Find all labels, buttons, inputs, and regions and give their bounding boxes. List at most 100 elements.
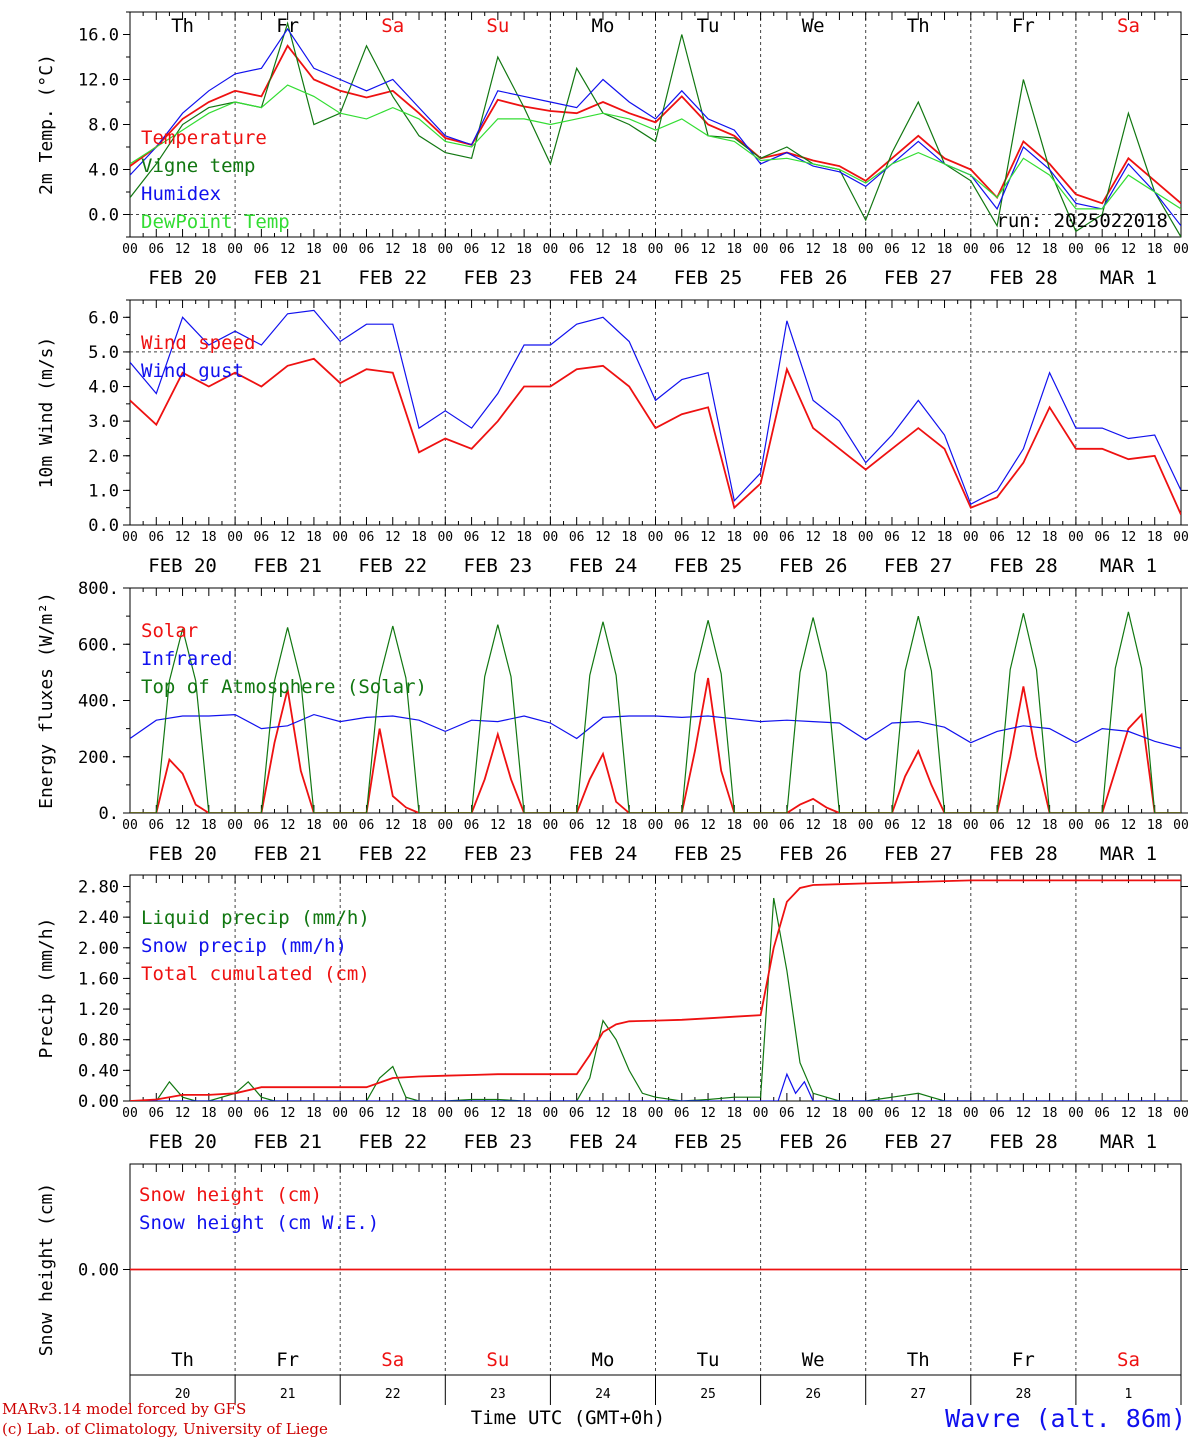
x-hour-label: 18 [306,818,322,833]
y-tick-label: 0.0 [88,206,119,226]
legend-entry: Wind speed [141,332,255,354]
x-hour-label: 06 [1094,530,1110,545]
x-hour-label: 06 [989,242,1005,257]
x-hour-label: 18 [1147,242,1163,257]
x-hour-label: 12 [1121,818,1137,833]
series-line [130,897,1181,1101]
x-hour-label: 00 [122,242,138,257]
x-hour-label: 00 [227,818,243,833]
series-line [130,21,1181,237]
x-hour-label: 12 [910,242,926,257]
series-line [130,713,1181,749]
x-hour-label: 12 [805,818,821,833]
x-hour-label: 12 [700,530,716,545]
x-hour-label: 00 [858,530,874,545]
x-hour-label: 06 [884,242,900,257]
x-hour-label: 12 [385,242,401,257]
x-date-label: FEB 21 [253,1131,322,1153]
x-date-label: FEB 23 [464,1131,533,1153]
weekday-label: Th [907,1349,930,1371]
x-hour-label: 18 [1042,530,1058,545]
y-tick-label: 1.60 [78,969,119,989]
x-date-label: FEB 22 [358,555,427,577]
y-tick-label: 2.80 [78,877,119,897]
x-hour-label: 12 [280,530,296,545]
x-date-label: FEB 22 [358,267,427,289]
x-hour-label: 06 [254,530,270,545]
run-label: run: 2025022018 [996,210,1168,232]
x-hour-label: 12 [490,242,506,257]
series-line [130,44,1181,205]
x-hour-label: 18 [832,818,848,833]
x-date-label: FEB 27 [884,555,953,577]
x-hour-label: 06 [359,1106,375,1121]
x-hour-label: 00 [437,1106,453,1121]
x-hour-label: 12 [385,1106,401,1121]
x-hour-label: 12 [1016,242,1032,257]
x-hour-label: 00 [963,1106,979,1121]
x-date-label: FEB 28 [989,555,1058,577]
x-hour-label: 00 [963,242,979,257]
y-axis-title: Snow height (cm) [36,1183,57,1356]
x-hour-label: 00 [753,1106,769,1121]
x-hour-label: 12 [175,818,191,833]
weekday-label: Tu [697,1349,720,1371]
x-date-label: FEB 25 [674,843,743,865]
x-hour-label: 12 [1016,530,1032,545]
y-tick-label: 1.0 [88,481,119,501]
x-hour-label: 00 [753,530,769,545]
x-date-label: FEB 23 [464,843,533,865]
x-hour-label: 12 [700,818,716,833]
x-date-label: MAR 1 [1100,843,1157,865]
x-date-label: FEB 27 [884,267,953,289]
y-tick-label: 200. [78,748,119,768]
x-hour-label: 18 [726,818,742,833]
x-hour-label-final: 00 [1173,242,1189,257]
x-hour-label: 18 [411,242,427,257]
weekday-label: Mo [592,1349,615,1371]
day-number-label: 20 [175,1387,191,1402]
x-hour-label: 00 [648,1106,664,1121]
x-date-label: FEB 26 [779,843,848,865]
x-hour-label: 18 [1147,530,1163,545]
x-hour-label: 18 [937,530,953,545]
y-tick-label: 4.0 [88,378,119,398]
y-tick-label: 5.0 [88,343,119,363]
panel-1: 0.0 4.0 8.0 12.0 16.0 2m Temp. (°C) 00 06 12 18 FE… [36,11,1189,289]
weekday-label: Th [171,1349,194,1371]
x-hour-label: 00 [753,818,769,833]
y-axis-title: Energy fluxes (W/m²) [36,592,57,809]
x-hour-label: 06 [779,242,795,257]
y-tick-label: 4.0 [88,161,119,181]
x-hour-label: 06 [989,530,1005,545]
x-hour-label: 18 [1042,1106,1058,1121]
weekday-label: We [802,15,825,37]
x-hour-label: 00 [858,818,874,833]
x-hour-label: 18 [937,242,953,257]
weekday-label: Sa [381,1349,404,1371]
y-tick-label: 800. [78,579,119,599]
y-tick-label: 0.0 [88,516,119,536]
day-number-label: 27 [910,1387,926,1402]
day-number-label: 22 [385,1387,401,1402]
x-hour-label: 12 [385,818,401,833]
x-hour-label: 12 [280,818,296,833]
x-hour-label: 18 [306,242,322,257]
x-hour-label: 06 [464,1106,480,1121]
x-hour-label-final: 00 [1173,1106,1189,1121]
x-date-label: FEB 27 [884,843,953,865]
x-hour-label: 12 [280,1106,296,1121]
x-hour-label: 06 [779,1106,795,1121]
weekday-label: Tu [697,15,720,37]
y-axis-title: Precip (mm/h) [36,918,57,1059]
series-line [130,879,1181,1101]
x-hour-label: 06 [464,242,480,257]
x-hour-label: 18 [516,530,532,545]
x-hour-label: 06 [359,818,375,833]
x-hour-label: 00 [963,530,979,545]
x-hour-label: 00 [1068,530,1084,545]
weekday-label: Sa [1117,15,1140,37]
x-date-label: FEB 21 [253,843,322,865]
x-hour-label: 18 [621,530,637,545]
